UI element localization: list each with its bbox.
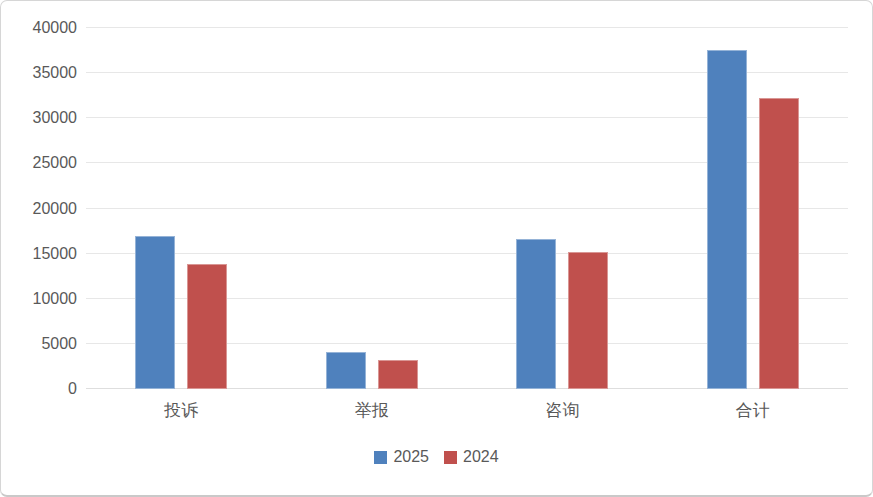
bar-2024 [568, 252, 608, 389]
y-tick-label: 5000 [41, 336, 77, 352]
y-tick-label: 25000 [33, 155, 78, 171]
y-tick-label: 35000 [33, 65, 78, 81]
legend-entry-2024: 2024 [444, 449, 499, 465]
legend-swatch-2024 [444, 451, 457, 464]
bar-group-1 [86, 28, 277, 389]
y-tick-label: 40000 [33, 20, 78, 36]
bar-group-4 [658, 28, 849, 389]
x-axis-labels: 投诉举报咨询合计 [86, 398, 848, 424]
x-tick-label: 举报 [277, 398, 468, 424]
plot-area [86, 28, 848, 389]
legend-label-2024: 2024 [463, 449, 499, 465]
bar-2025 [135, 236, 175, 389]
y-tick-label: 0 [68, 381, 77, 397]
y-tick-label: 15000 [33, 246, 78, 262]
legend-swatch-2025 [374, 451, 387, 464]
bar-2025 [326, 352, 366, 389]
legend-label-2025: 2025 [393, 449, 429, 465]
bar-2024 [187, 264, 227, 389]
x-tick-label: 咨询 [467, 398, 658, 424]
legend-entry-2025: 2025 [374, 449, 429, 465]
y-tick-label: 10000 [33, 291, 78, 307]
bar-group-3 [467, 28, 658, 389]
bar-2025 [516, 239, 556, 389]
bar-2025 [707, 50, 747, 389]
y-tick-label: 30000 [33, 110, 78, 126]
x-tick-label: 合计 [658, 398, 849, 424]
bar-group-2 [277, 28, 468, 389]
bar-2024 [759, 98, 799, 390]
legend: 2025 2024 [1, 449, 872, 465]
bar-groups [86, 28, 848, 389]
bar-2024 [378, 360, 418, 389]
bar-chart: 0 5000 10000 15000 20000 25000 30000 35000 40000… [0, 0, 873, 497]
x-tick-label: 投诉 [86, 398, 277, 424]
y-axis-labels: 0500010000150002000025000300003500040000 [1, 28, 77, 389]
y-tick-label: 20000 [33, 201, 78, 217]
